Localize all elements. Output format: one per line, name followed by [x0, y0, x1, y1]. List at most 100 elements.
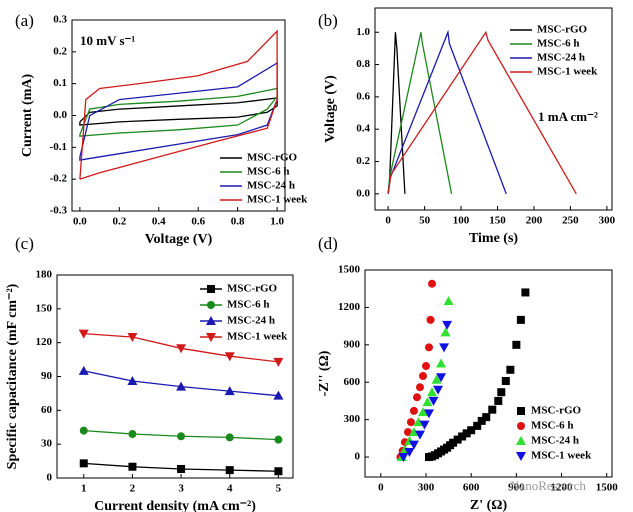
marker [274, 435, 283, 444]
y-tick-label: 0.8 [356, 58, 370, 70]
x-tick-label: 0 [378, 482, 384, 494]
legend-label: MSC-rGO [227, 283, 278, 295]
panel-label: (b) [318, 11, 338, 30]
y-tick-label: 0.4 [356, 123, 370, 135]
marker [79, 426, 88, 435]
marker [425, 343, 434, 352]
marker [406, 418, 415, 427]
marker [431, 374, 442, 384]
x-tick-label: 100 [453, 215, 470, 227]
marker [436, 373, 447, 383]
y-tick-label: 300 [344, 413, 361, 425]
legend-marker [516, 452, 526, 461]
marker [127, 333, 138, 343]
plot-frame [364, 269, 613, 478]
x-tick-label: 1.0 [270, 216, 284, 228]
marker [224, 386, 235, 396]
marker [439, 343, 450, 353]
marker [453, 435, 462, 444]
x-tick-label: 0.4 [152, 216, 166, 228]
marker [501, 376, 510, 385]
marker [225, 433, 234, 442]
plot-frame [374, 7, 613, 211]
marker [413, 417, 424, 427]
marker [419, 420, 430, 430]
y-tick-label: 150 [36, 302, 53, 314]
x-tick-label: 0 [385, 215, 391, 227]
x-tick-label: 250 [562, 215, 579, 227]
marker [521, 288, 530, 297]
marker [497, 388, 506, 397]
series-line [387, 30, 577, 195]
legend-label: MSC-6 h [537, 38, 579, 50]
marker [477, 416, 486, 425]
y-tick-label: 180 [36, 269, 53, 281]
y-tick-label: 1200 [338, 301, 361, 313]
legend-label: MSC-24 h [247, 180, 295, 192]
y-tick-label: 0 [47, 472, 53, 484]
marker [424, 409, 435, 419]
annotation: 1 mA cm⁻² [538, 109, 598, 124]
marker [415, 383, 424, 392]
panel-label: (d) [318, 234, 338, 253]
legend-label: MSC-24 h [537, 52, 585, 64]
legend-label: MSC-6 h [247, 166, 289, 178]
x-axis-label: Current density (mA cm⁻²) [94, 499, 256, 512]
series-line [79, 61, 278, 161]
x-tick-label: 200 [526, 215, 543, 227]
x-tick-label: 600 [463, 482, 480, 494]
legend-label: MSC-6 h [227, 299, 269, 311]
legend-marker [517, 422, 525, 430]
panel-label: (c) [15, 234, 34, 253]
legend-label: MSC-rGO [247, 152, 298, 164]
y-tick-label: 0 [355, 451, 361, 463]
x-tick-label: 1500 [596, 482, 619, 494]
marker [412, 393, 421, 402]
watermark: NanoResearch [510, 478, 586, 493]
x-axis-label: Z' (Ω) [470, 498, 508, 512]
marker [428, 396, 439, 406]
y-tick-label: 0.3 [53, 14, 67, 26]
x-tick-label: 300 [418, 482, 435, 494]
legend-marker [516, 436, 526, 445]
legend-marker [207, 285, 215, 293]
y-axis-label: -Z'' (Ω) [317, 350, 332, 396]
marker [488, 405, 497, 414]
y-tick-label: 1.0 [356, 26, 370, 38]
x-tick-label: 300 [599, 215, 616, 227]
legend-label: MSC-1 week [247, 194, 308, 206]
marker [494, 396, 503, 405]
legend-label: MSC-1 week [531, 450, 592, 462]
marker [422, 397, 433, 407]
legend-label: MSC-1 week [227, 331, 288, 343]
y-tick-label: 0.6 [356, 90, 370, 102]
x-tick-label: 2 [130, 483, 136, 495]
marker [443, 296, 454, 306]
marker [426, 315, 435, 324]
marker [127, 376, 138, 386]
legend-label: MSC-6 h [531, 420, 573, 432]
marker [177, 432, 186, 441]
y-tick-label: 60 [41, 404, 53, 416]
y-tick-label: 600 [344, 376, 361, 388]
marker [482, 413, 491, 422]
marker [274, 467, 283, 476]
marker [449, 438, 458, 447]
marker [225, 466, 234, 475]
x-tick-label: 0.2 [112, 216, 126, 228]
y-tick-label: 90 [41, 370, 53, 382]
series-line [79, 29, 278, 180]
x-axis-label: Voltage (V) [145, 232, 213, 247]
marker [473, 421, 482, 430]
y-tick-label: 0.1 [53, 77, 67, 89]
series-line [387, 32, 406, 194]
y-tick-label: 0.0 [356, 187, 370, 199]
marker [516, 315, 525, 324]
x-tick-label: 4 [227, 483, 233, 495]
y-tick-label: -0.3 [50, 205, 68, 217]
legend-marker [207, 301, 215, 309]
y-tick-label: 900 [344, 338, 361, 350]
marker [421, 362, 430, 371]
